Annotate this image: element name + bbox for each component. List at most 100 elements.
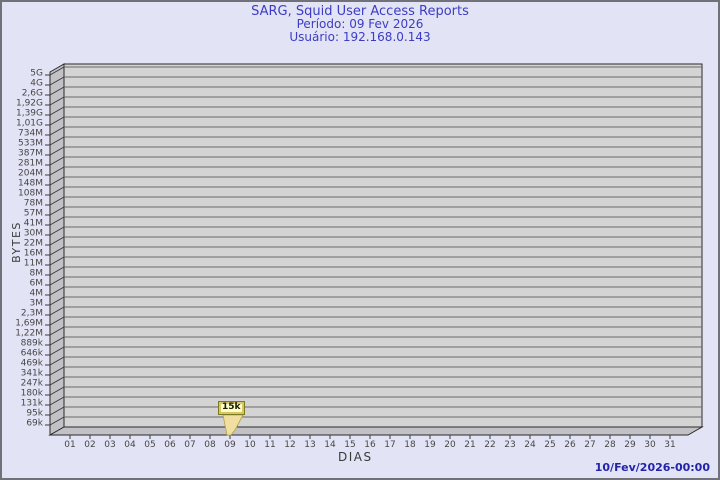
y-tick-diagonal bbox=[49, 346, 65, 356]
plot-floor bbox=[48, 426, 704, 436]
y-axis-title: BYTES bbox=[10, 221, 23, 263]
plot-back-panel bbox=[63, 63, 703, 428]
y-tick-label: 1,92G bbox=[16, 99, 43, 109]
y-tick-label: 387M bbox=[18, 149, 43, 159]
y-tick-label: 148M bbox=[18, 179, 43, 189]
y-tick-diagonal bbox=[49, 226, 65, 236]
y-tick-label: 131k bbox=[21, 399, 44, 409]
y-tick-label: 734M bbox=[18, 129, 43, 139]
y-tick-label: 78M bbox=[24, 199, 43, 209]
x-tick-label: 29 bbox=[624, 440, 636, 450]
y-tick-diagonal bbox=[49, 236, 65, 246]
x-axis-title: DIAS bbox=[338, 450, 373, 464]
y-tick-diagonal bbox=[49, 276, 65, 286]
x-tick-label: 21 bbox=[464, 440, 475, 450]
y-tick-label: 95k bbox=[26, 409, 43, 419]
y-tick-label: 4G bbox=[30, 79, 43, 89]
y-tick-diagonal bbox=[49, 336, 65, 346]
y-tick-diagonal bbox=[49, 406, 65, 416]
y-tick-diagonal bbox=[49, 176, 65, 186]
y-tick-label: 889k bbox=[21, 339, 44, 349]
x-tick-label: 24 bbox=[524, 440, 536, 450]
y-tick-label: 1,69M bbox=[15, 319, 43, 329]
x-tick-label: 30 bbox=[644, 440, 656, 450]
y-tick-diagonal bbox=[49, 286, 65, 296]
y-tick-diagonal bbox=[49, 166, 65, 176]
chart-header: SARG, Squid User Access Reports Período:… bbox=[2, 5, 718, 44]
x-tick-label: 01 bbox=[64, 440, 75, 450]
y-tick-label: 3M bbox=[30, 299, 44, 309]
x-tick-label: 26 bbox=[564, 440, 576, 450]
y-tick-label: 30M bbox=[24, 229, 43, 239]
y-tick-diagonal bbox=[49, 306, 65, 316]
x-tick-label: 19 bbox=[424, 440, 436, 450]
chart-user-subtitle: Usuário: 192.168.0.143 bbox=[289, 30, 431, 44]
y-tick-diagonal bbox=[49, 356, 65, 366]
y-tick-diagonal bbox=[49, 146, 65, 156]
y-tick-label: 57M bbox=[24, 209, 43, 219]
x-tick-label: 07 bbox=[184, 440, 195, 450]
x-tick-label: 23 bbox=[504, 440, 515, 450]
plot-left-wall bbox=[49, 63, 65, 436]
x-tick-label: 04 bbox=[124, 440, 136, 450]
x-tick-label: 05 bbox=[144, 440, 155, 450]
y-tick-label: 4M bbox=[30, 289, 44, 299]
y-tick-label: 8M bbox=[30, 269, 44, 279]
x-tick-label: 06 bbox=[164, 440, 176, 450]
y-tick-diagonal bbox=[49, 216, 65, 226]
y-tick-diagonal bbox=[49, 106, 65, 116]
x-tick-label: 11 bbox=[264, 440, 275, 450]
y-tick-label: 108M bbox=[18, 189, 43, 199]
x-tick-label: 10 bbox=[244, 440, 256, 450]
y-tick-diagonal bbox=[49, 396, 65, 406]
y-tick-label: 180k bbox=[21, 389, 44, 399]
y-tick-label: 5G bbox=[30, 69, 43, 79]
x-tick-label: 12 bbox=[284, 440, 295, 450]
y-tick-diagonal bbox=[49, 256, 65, 266]
x-tick-label: 02 bbox=[84, 440, 95, 450]
y-tick-label: 533M bbox=[18, 139, 43, 149]
generated-timestamp: 10/Fev/2026-00:00 bbox=[594, 461, 710, 474]
y-tick-diagonal bbox=[49, 136, 65, 146]
chart-title: SARG, Squid User Access Reports bbox=[251, 4, 469, 19]
x-tick-label: 31 bbox=[664, 440, 675, 450]
y-tick-diagonal bbox=[49, 196, 65, 206]
data-point-flag: 15k bbox=[218, 401, 245, 415]
x-tick-label: 16 bbox=[364, 440, 376, 450]
x-tick-label: 28 bbox=[604, 440, 616, 450]
y-tick-label: 469k bbox=[21, 359, 44, 369]
y-tick-label: 341k bbox=[21, 369, 44, 379]
y-tick-label: 204M bbox=[18, 169, 43, 179]
x-tick-label: 17 bbox=[384, 440, 395, 450]
chart-period-subtitle: Período: 09 Fev 2026 bbox=[296, 17, 424, 31]
y-tick-diagonal bbox=[49, 96, 65, 106]
y-tick-label: 1,39G bbox=[16, 109, 43, 119]
y-tick-label: 11M bbox=[24, 259, 43, 269]
x-tick-label: 08 bbox=[204, 440, 216, 450]
x-tick-label: 25 bbox=[544, 440, 555, 450]
x-tick-label: 20 bbox=[444, 440, 456, 450]
y-tick-diagonal bbox=[49, 366, 65, 376]
x-tick-label: 03 bbox=[104, 440, 115, 450]
y-tick-label: 646k bbox=[21, 349, 44, 359]
y-tick-diagonal bbox=[49, 66, 65, 76]
y-tick-label: 6M bbox=[30, 279, 44, 289]
y-tick-diagonal bbox=[49, 316, 65, 326]
y-tick-diagonal bbox=[49, 266, 65, 276]
y-tick-label: 1,01G bbox=[16, 119, 43, 129]
y-tick-diagonal bbox=[49, 246, 65, 256]
x-tick-label: 09 bbox=[224, 440, 236, 450]
y-tick-label: 2,6G bbox=[22, 89, 43, 99]
x-tick-label: 13 bbox=[304, 440, 315, 450]
y-tick-label: 2,3M bbox=[21, 309, 43, 319]
y-tick-diagonal bbox=[49, 186, 65, 196]
y-tick-label: 41M bbox=[24, 219, 43, 229]
y-tick-diagonal bbox=[49, 206, 65, 216]
y-tick-diagonal bbox=[49, 386, 65, 396]
y-tick-label: 247k bbox=[21, 379, 44, 389]
y-tick-diagonal bbox=[49, 376, 65, 386]
y-tick-label: 69k bbox=[26, 419, 43, 429]
y-tick-label: 16M bbox=[24, 249, 43, 259]
